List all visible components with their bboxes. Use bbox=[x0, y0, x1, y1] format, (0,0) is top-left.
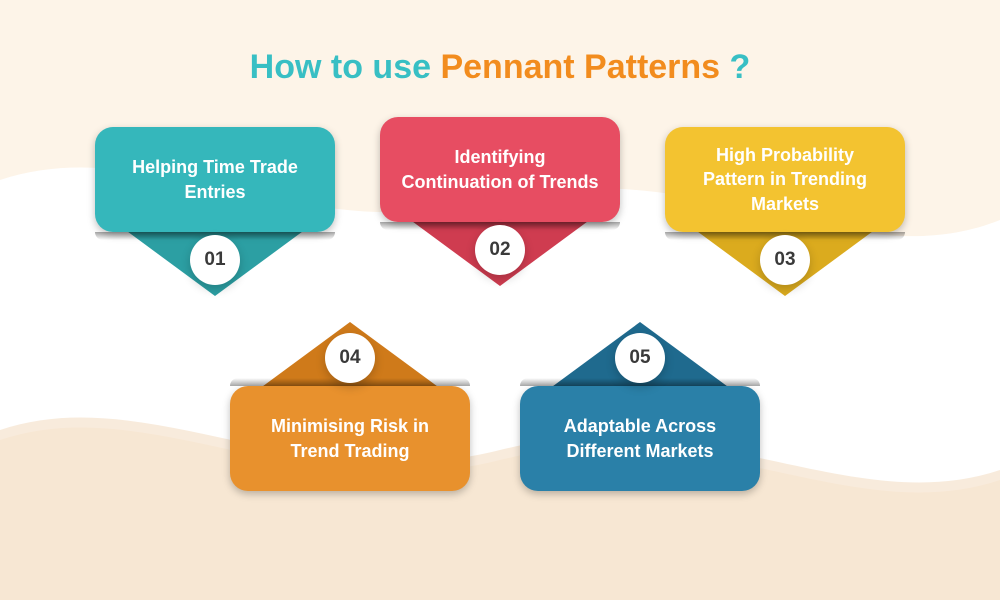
number-badge: 01 bbox=[190, 235, 240, 285]
page-title: How to use Pennant Patterns ? bbox=[0, 0, 1000, 87]
card-body: Adaptable Across Different Markets bbox=[520, 386, 760, 491]
title-suffix: ? bbox=[720, 48, 750, 86]
title-prefix: How to use bbox=[250, 48, 441, 86]
cards-container: Helping Time Trade Entries01 Identifying … bbox=[0, 87, 1000, 567]
number-badge: 05 bbox=[615, 333, 665, 383]
number-badge: 04 bbox=[325, 333, 375, 383]
card-body: Helping Time Trade Entries bbox=[95, 127, 335, 232]
card-body: Identifying Continuation of Trends bbox=[380, 117, 620, 222]
info-card-02: Identifying Continuation of Trends02 bbox=[380, 117, 620, 286]
title-highlight: Pennant Patterns bbox=[440, 48, 720, 86]
number-badge: 03 bbox=[760, 235, 810, 285]
info-card-04: Minimising Risk in Trend Trading04 bbox=[230, 322, 470, 491]
info-card-03: High Probability Pattern in Trending Mar… bbox=[665, 127, 905, 296]
info-card-05: Adaptable Across Different Markets05 bbox=[520, 322, 760, 491]
card-body: High Probability Pattern in Trending Mar… bbox=[665, 127, 905, 232]
number-badge: 02 bbox=[475, 225, 525, 275]
info-card-01: Helping Time Trade Entries01 bbox=[95, 127, 335, 296]
card-body: Minimising Risk in Trend Trading bbox=[230, 386, 470, 491]
